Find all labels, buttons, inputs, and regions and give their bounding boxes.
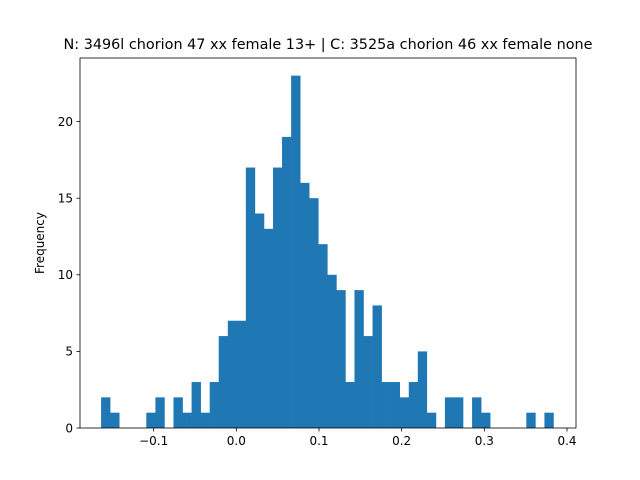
histogram-bar [381,382,391,428]
y-tick-label: 0 [65,421,73,435]
histogram-bar [110,412,120,428]
histogram-bar [318,244,328,428]
histogram-bar [173,397,183,428]
histogram-bar [408,382,419,428]
y-tick-label: 20 [58,115,73,129]
histogram-bar [254,213,265,428]
histogram-bar [372,305,382,428]
histogram-bar [453,397,464,428]
y-tick-label: 10 [58,268,73,282]
histogram-bar [227,320,238,428]
x-tick-label: 0.0 [227,434,246,448]
histogram-bar [390,382,401,428]
histogram-bar [345,382,355,428]
y-axis-label: Frequency [33,212,47,274]
x-tick-label: 0.3 [475,434,494,448]
x-axis: −0.1 0.0 0.1 0.2 0.3 0.4 [139,428,577,448]
x-tick-label: 0.2 [392,434,411,448]
histogram-bar [544,412,554,428]
y-tick-label: 5 [65,345,73,359]
histogram-bar [282,136,292,428]
histogram-bar [263,228,274,428]
histogram-bar [291,75,301,429]
x-tick-label: −0.1 [139,434,168,448]
histogram-bar [417,351,428,428]
y-tick-label: 15 [58,191,73,205]
histogram-bar [245,167,256,429]
histogram-bar [200,412,210,428]
histogram-bar [399,397,410,428]
histogram-bar [526,412,536,428]
x-tick-label: 0.4 [557,434,576,448]
y-axis: 0 5 10 15 20 [58,115,80,435]
histogram-bar [218,336,229,428]
histogram-bar [481,412,491,428]
histogram-bar [182,412,192,428]
histogram-bars [101,75,554,429]
histogram-bar [363,336,373,428]
histogram-bar [191,382,201,428]
histogram-bar [155,397,165,428]
x-tick-label: 0.1 [309,434,328,448]
histogram-bar [336,290,346,428]
histogram-bar [354,290,364,428]
histogram-bar [101,397,111,428]
histogram-bar [300,182,310,428]
histogram-bar [426,412,437,428]
histogram-bar [209,382,220,428]
histogram-bar [309,198,319,428]
histogram-bar [472,397,482,428]
axes-frame [79,57,577,429]
histogram-bar [146,412,156,428]
histogram-bar [327,274,337,428]
histogram-bar [236,320,247,428]
histogram-bar [444,397,455,428]
histogram-bar [273,167,283,429]
chart-title: N: 3496l chorion 47 xx female 13+ | C: 3… [64,37,593,53]
